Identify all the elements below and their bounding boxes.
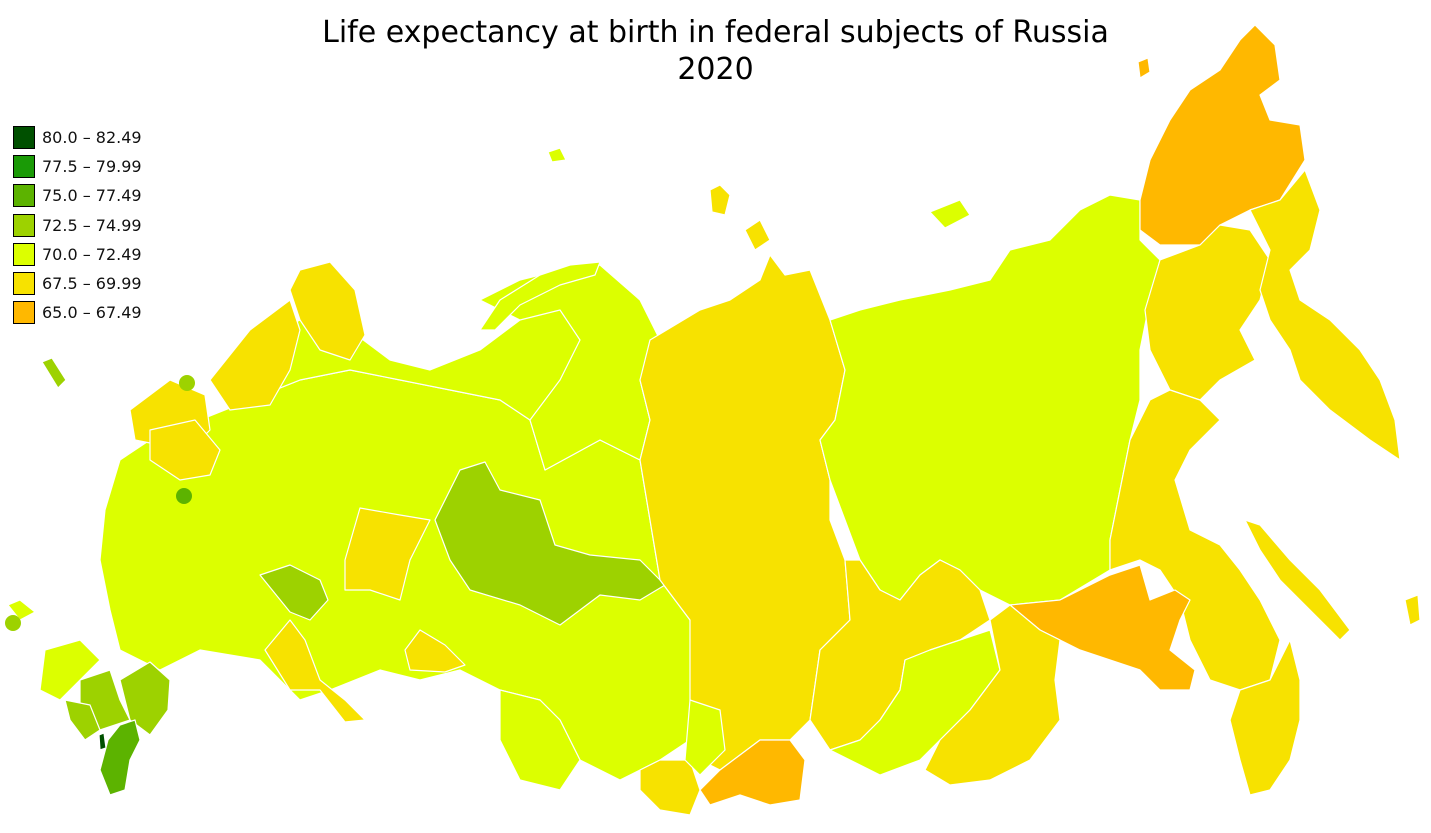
region-khakassia	[684, 699, 726, 776]
region-khanty-mansi	[434, 461, 666, 626]
region-severnaya-zemlya	[709, 184, 731, 216]
legend: 80.0 – 82.49 77.5 – 79.99 75.0 – 77.49 7…	[13, 123, 142, 327]
city-sevastopol	[5, 615, 21, 631]
region-buryatia	[829, 629, 1001, 776]
region-chechnya	[99, 719, 141, 796]
region-franz-josef	[547, 147, 567, 163]
legend-label: 65.0 – 67.49	[42, 303, 142, 323]
region-amur	[1009, 564, 1196, 691]
region-kabardino	[64, 699, 101, 741]
region-primorye	[1229, 639, 1301, 796]
legend-item: 72.5 – 74.99	[13, 211, 142, 240]
region-altai-republic	[639, 759, 701, 816]
legend-item: 65.0 – 67.49	[13, 298, 142, 327]
region-novaya-zemlya	[479, 261, 601, 331]
region-omsk	[499, 689, 581, 791]
region-magadan	[1144, 224, 1271, 401]
region-taymyr-island	[744, 219, 771, 251]
legend-swatch	[13, 301, 35, 325]
region-kuril-islands	[1404, 594, 1421, 626]
region-krasnodar	[39, 639, 101, 701]
legend-item: 80.0 – 82.49	[13, 123, 142, 152]
legend-label: 67.5 – 69.99	[42, 274, 142, 294]
legend-label: 80.0 – 82.49	[42, 128, 142, 148]
region-tuva	[699, 739, 806, 806]
legend-swatch	[13, 126, 35, 150]
region-new-siberian-islands	[929, 199, 971, 229]
region-kamchatka	[1249, 169, 1401, 461]
region-kaliningrad	[41, 357, 67, 389]
region-sakhalin	[1244, 519, 1351, 641]
map-title: Life expectancy at birth in federal subj…	[0, 14, 1431, 88]
legend-label: 75.0 – 77.49	[42, 186, 142, 206]
legend-item: 75.0 – 77.49	[13, 181, 142, 210]
legend-swatch	[13, 155, 35, 179]
city-moscow	[176, 488, 192, 504]
region-wrangel-island	[1137, 57, 1151, 79]
legend-item: 77.5 – 79.99	[13, 152, 142, 181]
subtitle-line: 2020	[677, 52, 754, 87]
region-crimea	[7, 599, 36, 621]
title-line: Life expectancy at birth in federal subj…	[322, 15, 1109, 50]
legend-item: 70.0 – 72.49	[13, 240, 142, 269]
region-khabarovsk	[1109, 389, 1281, 691]
legend-item: 67.5 – 69.99	[13, 269, 142, 298]
region-perm	[344, 507, 431, 601]
region-orenburg	[264, 619, 366, 723]
legend-swatch	[13, 184, 35, 208]
region-murmansk	[289, 261, 366, 361]
region-zabaykalsky	[924, 604, 1061, 786]
legend-swatch	[13, 272, 35, 296]
region-karelia	[209, 299, 301, 411]
region-kurgan	[404, 629, 466, 673]
legend-label: 70.0 – 72.49	[42, 244, 142, 264]
region-tver	[149, 419, 221, 481]
region-tatarstan	[259, 564, 329, 621]
legend-label: 77.5 – 79.99	[42, 157, 142, 177]
city-saint-petersburg	[179, 375, 195, 391]
legend-swatch	[13, 242, 35, 266]
region-ingushetia	[98, 732, 107, 751]
region-yakutia	[819, 194, 1161, 606]
legend-label: 72.5 – 74.99	[42, 215, 142, 235]
legend-swatch	[13, 213, 35, 237]
